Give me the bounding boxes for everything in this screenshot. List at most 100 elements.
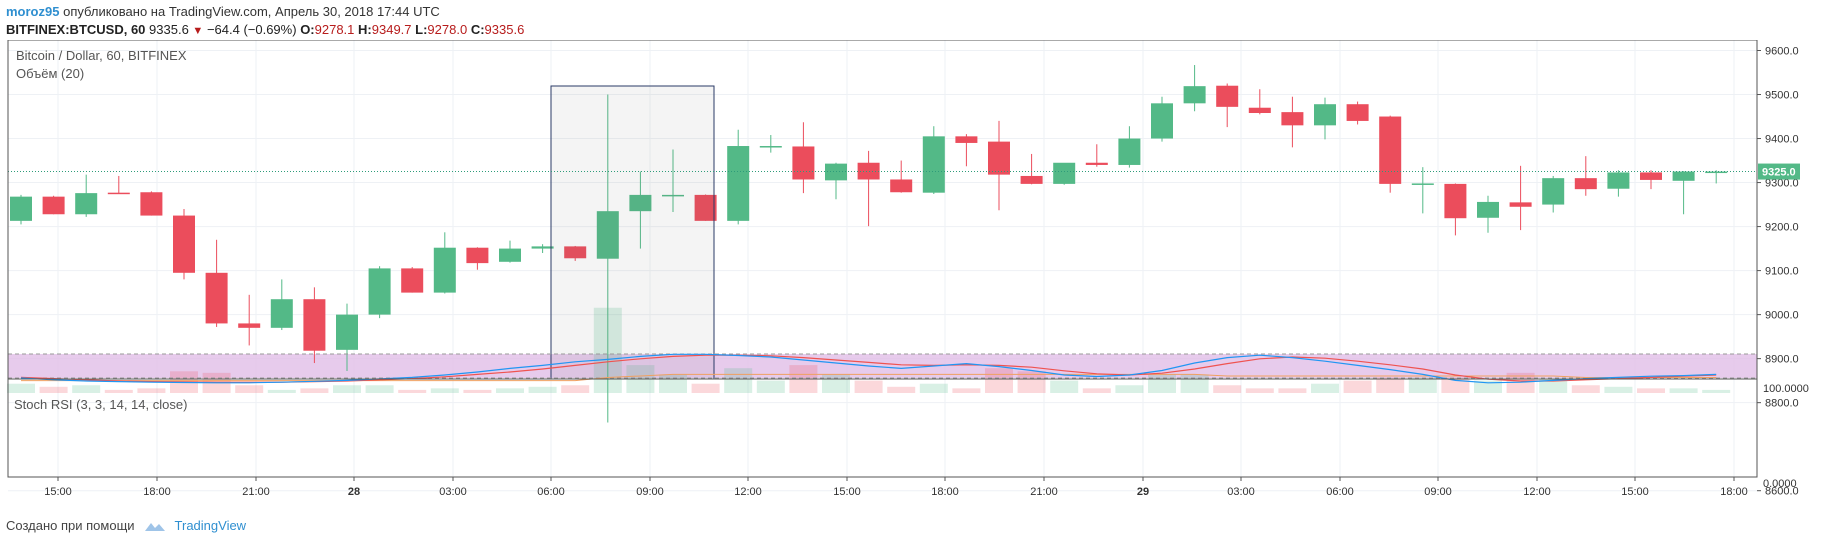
volume-bar bbox=[1278, 388, 1307, 393]
volume-bar bbox=[235, 385, 264, 393]
close-label: C: bbox=[470, 22, 485, 37]
volume-bar bbox=[1017, 371, 1046, 393]
volume-bar bbox=[1311, 383, 1339, 393]
time-tick-label: 09:00 bbox=[636, 486, 664, 498]
volume-bar bbox=[952, 388, 981, 393]
volume-bar bbox=[1669, 388, 1698, 393]
volume-bar bbox=[72, 385, 101, 393]
volume-bar bbox=[430, 388, 459, 393]
candle-body bbox=[1444, 183, 1467, 219]
open-value: 9278.1 bbox=[314, 22, 355, 37]
candle-body bbox=[205, 272, 228, 324]
volume-bar bbox=[7, 383, 35, 393]
volume-bar bbox=[854, 380, 883, 393]
volume-bar bbox=[1050, 380, 1079, 393]
volume-bar bbox=[1180, 374, 1209, 393]
time-tick-label: 15:00 bbox=[1621, 486, 1649, 498]
selection-rectangle[interactable] bbox=[550, 85, 715, 380]
volume-bar bbox=[1474, 380, 1502, 393]
time-tick-label: 12:00 bbox=[1523, 486, 1551, 498]
candle-body bbox=[238, 323, 261, 328]
volume-bar bbox=[822, 374, 850, 393]
volume-bar bbox=[365, 385, 394, 393]
current-price-tag bbox=[1758, 163, 1800, 180]
volume-bar bbox=[887, 386, 916, 393]
current-price-label: 9325.0 bbox=[1762, 167, 1796, 179]
ohlc-line: BITFINEX:BTCUSD, 60 9335.6 ▼ −64.4 (−0.6… bbox=[6, 22, 524, 37]
price-tick-label: 9200.0 bbox=[1765, 222, 1799, 234]
candle-body bbox=[107, 192, 130, 195]
time-tick-label: 29 bbox=[1137, 486, 1149, 498]
candle-body bbox=[1346, 104, 1369, 121]
grid-lines bbox=[8, 40, 1757, 492]
time-tick-label: 15:00 bbox=[833, 486, 861, 498]
candle-body bbox=[336, 314, 358, 350]
chart-canvas[interactable]: 9600.0 9500.0 9400.0 9300.0 9200.0 9100.0 9000… bbox=[0, 40, 1824, 512]
time-tick-label: 18:00 bbox=[931, 486, 959, 498]
volume-bar bbox=[333, 385, 361, 393]
stoch-k-line bbox=[20, 353, 1717, 384]
volume-bar bbox=[561, 385, 590, 393]
stoch-rsi-label: Stoch RSI (3, 3, 14, 14, close) bbox=[14, 397, 187, 412]
time-tick-label: 06:00 bbox=[1326, 486, 1354, 498]
candles bbox=[10, 65, 1728, 423]
volume-bar bbox=[985, 368, 1013, 393]
price-tick-label: 9500.0 bbox=[1765, 90, 1799, 102]
volume-bar bbox=[39, 386, 68, 393]
volume-bar bbox=[1637, 388, 1665, 393]
candle-body bbox=[368, 268, 391, 315]
main-pane-frame bbox=[7, 40, 1758, 478]
candle-body bbox=[433, 247, 456, 293]
volume-bar bbox=[267, 389, 296, 393]
volume-bar bbox=[1115, 385, 1144, 393]
volume-bar bbox=[398, 389, 427, 393]
tradingview-link[interactable]: TradingView bbox=[174, 518, 247, 533]
candle-body bbox=[1248, 107, 1271, 114]
candle-body bbox=[140, 192, 163, 216]
volume-bar bbox=[1082, 388, 1111, 393]
legend-title: Bitcoin / Dollar, 60, BITFINEX bbox=[16, 48, 187, 63]
created-with-text: Создано при помощи bbox=[6, 518, 135, 533]
open-label: O: bbox=[300, 22, 315, 37]
candle-body bbox=[1411, 183, 1434, 185]
volume-bar bbox=[1604, 386, 1633, 393]
volume-bar bbox=[463, 389, 492, 393]
candle-body bbox=[857, 162, 880, 180]
candle-body bbox=[75, 193, 98, 215]
tradingview-logo-icon bbox=[144, 522, 165, 531]
legend-volume: Объём (20) bbox=[16, 66, 84, 81]
time-tick-label: 09:00 bbox=[1424, 486, 1452, 498]
volume-bar bbox=[756, 380, 785, 393]
low-value: 9278.0 bbox=[427, 22, 468, 37]
candle-body bbox=[42, 196, 65, 215]
volume-bar bbox=[1571, 385, 1600, 393]
price-tick-label: 8900.0 bbox=[1765, 354, 1799, 366]
candle-body bbox=[694, 194, 717, 221]
candle-body bbox=[1509, 202, 1532, 207]
candle-body bbox=[564, 246, 587, 259]
high-label: H: bbox=[358, 22, 372, 37]
candle-body bbox=[401, 268, 424, 293]
low-label: L: bbox=[415, 22, 428, 37]
stoch-tick-high: 100.0000 bbox=[1763, 383, 1809, 395]
candle-body bbox=[499, 248, 521, 262]
candle-body bbox=[759, 146, 782, 148]
candle-body bbox=[1640, 172, 1662, 180]
candle-body bbox=[1314, 104, 1336, 126]
candle-body bbox=[662, 194, 684, 197]
volume-bar bbox=[496, 388, 524, 393]
time-tick-label: 18:00 bbox=[143, 486, 171, 498]
volume-bar bbox=[1343, 380, 1372, 393]
candle-body bbox=[1477, 201, 1499, 218]
author-link[interactable]: moroz95 bbox=[6, 4, 60, 19]
candle-body bbox=[1574, 178, 1597, 190]
candle-body bbox=[1672, 171, 1695, 181]
candle-body bbox=[629, 194, 652, 212]
candle-body bbox=[890, 179, 913, 193]
time-tick-label: 12:00 bbox=[734, 486, 762, 498]
price-tick-label: 8800.0 bbox=[1765, 398, 1799, 410]
last-price: 9335.6 bbox=[149, 22, 189, 37]
candle-body bbox=[1053, 162, 1076, 184]
volume-bar bbox=[724, 368, 753, 393]
volume-bar bbox=[1702, 389, 1731, 393]
